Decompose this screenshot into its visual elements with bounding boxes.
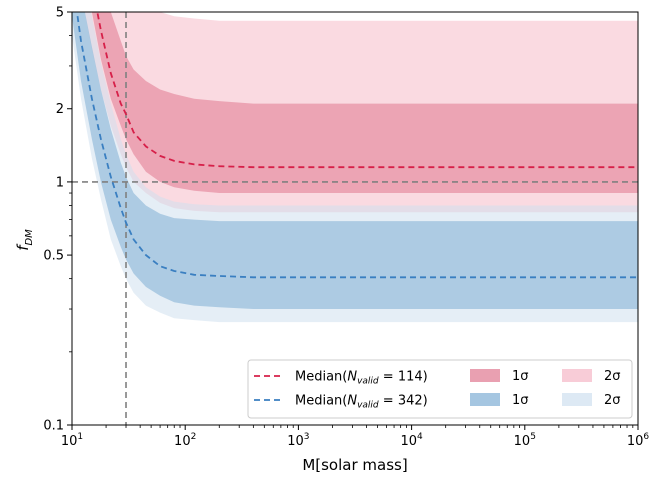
legend-band-swatch (562, 369, 592, 382)
y-axis-label: fDM (14, 229, 35, 251)
band-1sigma-342 (72, 12, 638, 309)
x-tick-label: 106 (627, 432, 650, 449)
y-tick-label: 5 (56, 6, 64, 21)
legend-median-label: Median(Nvalid = 342) (295, 394, 428, 411)
legend-band-swatch (470, 369, 500, 382)
x-axis: 101 102 103 104 105 106 (61, 425, 650, 449)
x-tick-label: 104 (400, 432, 423, 449)
y-tick-label: 0.5 (43, 249, 64, 264)
confidence-bands (72, 12, 638, 323)
legend-band-label: 2σ (604, 393, 621, 408)
plot-frame (71, 11, 639, 426)
y-tick-label: 0.1 (43, 419, 64, 434)
band-1sigma-114 (91, 12, 638, 193)
legend-band-swatch (562, 393, 592, 406)
legend-band-label: 2σ (604, 369, 621, 384)
x-tick-label: 101 (61, 432, 83, 449)
x-tick-label: 103 (287, 432, 309, 449)
median-lines (76, 12, 638, 279)
legend-band-label: 1σ (512, 393, 529, 408)
legend-box (247, 359, 633, 419)
y-axis-label-text: fDM (14, 229, 35, 251)
y-tick-label: 1 (56, 175, 64, 190)
legend-band-label: 1σ (512, 369, 529, 384)
legend: Median(Nvalid = 114) Median(Nvalid = 342)… (247, 359, 633, 419)
median-line-1 (96, 12, 638, 169)
y-axis: 0.1 0.5 1 2 5 (43, 6, 72, 434)
legend-median-label: Median(Nvalid = 114) (295, 370, 428, 387)
x-tick-label: 102 (174, 432, 196, 449)
legend-band-swatch (470, 393, 500, 406)
reference-lines (72, 12, 638, 425)
x-tick-label: 105 (514, 432, 536, 449)
y-tick-label: 2 (56, 102, 64, 117)
x-axis-label: M[solar mass] (302, 456, 407, 474)
